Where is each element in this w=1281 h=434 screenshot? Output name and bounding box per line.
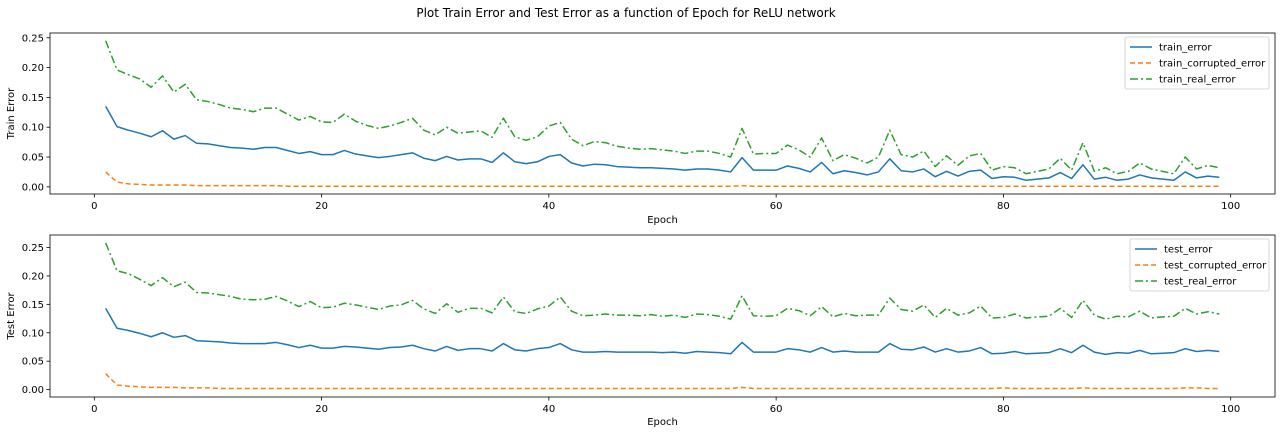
- legend-label: train_error: [1159, 43, 1212, 54]
- axes-frame: [49, 32, 1276, 195]
- x-tick-label: 80: [997, 404, 1010, 415]
- series-line-train-error: [105, 105, 1220, 182]
- x-tick-label: 0: [91, 404, 97, 415]
- legend-label: train_real_error: [1159, 75, 1236, 86]
- series-line-test-corrupted-error: [105, 373, 1220, 390]
- legend-box: [1124, 36, 1270, 90]
- y-tick-label: 0.05: [22, 357, 44, 368]
- x-axis-label: Epoch: [647, 417, 678, 428]
- series-line-test-error: [105, 307, 1220, 356]
- y-tick-label: 0.25: [22, 243, 44, 254]
- y-tick-label: 0.15: [22, 93, 44, 104]
- x-tick-label: 100: [1221, 201, 1240, 212]
- subplot-2: 0 20 40 60 80 100 0.00 0.05 0.10 0.15 0.20 0.25 Epoc…: [6, 234, 1276, 428]
- y-axis-label: Test Error: [6, 291, 17, 340]
- x-tick-label: 60: [770, 201, 783, 212]
- x-tick-label: 40: [542, 201, 555, 212]
- y-tick-label: 0.10: [22, 123, 44, 134]
- x-tick-label: 20: [315, 404, 328, 415]
- series-line-test-real-error: [104, 242, 1220, 320]
- y-tick-label: 0.05: [22, 153, 44, 164]
- legend-label: test_real_error: [1164, 277, 1237, 288]
- y-tick-label: 0.10: [22, 328, 44, 339]
- legend-label: train_corrupted_error: [1159, 59, 1266, 70]
- legend-label: test_corrupted_error: [1164, 261, 1267, 272]
- x-tick-label: 80: [997, 201, 1010, 212]
- legend: test_error test_corrupted_error test_real_…: [1129, 238, 1270, 292]
- x-tick-label: 20: [315, 201, 328, 212]
- series-line-train-corrupted-error: [105, 171, 1220, 187]
- legend-label: test_error: [1164, 245, 1213, 256]
- y-axis-label: Train Error: [6, 87, 17, 140]
- y-tick-label: 0.20: [22, 63, 44, 74]
- subplot-1: 0 20 40 60 80 100 0.00 0.05 0.10 0.15 0.20 0.25 Epoc…: [6, 32, 1276, 226]
- legend: train_error train_corrupted_error train_re…: [1124, 36, 1270, 90]
- y-tick-label: 0.20: [22, 271, 44, 282]
- y-tick-label: 0.00: [22, 182, 44, 193]
- legend-box: [1129, 238, 1270, 292]
- x-tick-label: 100: [1221, 404, 1240, 415]
- y-tick-label: 0.15: [22, 300, 44, 311]
- y-tick-label: 0.25: [22, 33, 44, 44]
- y-tick-label: 0.00: [22, 385, 44, 396]
- figure-title: Plot Train Error and Test Error as a fun…: [416, 6, 835, 20]
- x-tick-label: 40: [542, 404, 555, 415]
- series-line-train-real-error: [104, 40, 1220, 175]
- x-tick-label: 60: [770, 404, 783, 415]
- x-axis-label: Epoch: [647, 215, 678, 226]
- x-tick-label: 0: [91, 201, 97, 212]
- axes-frame: [49, 234, 1276, 398]
